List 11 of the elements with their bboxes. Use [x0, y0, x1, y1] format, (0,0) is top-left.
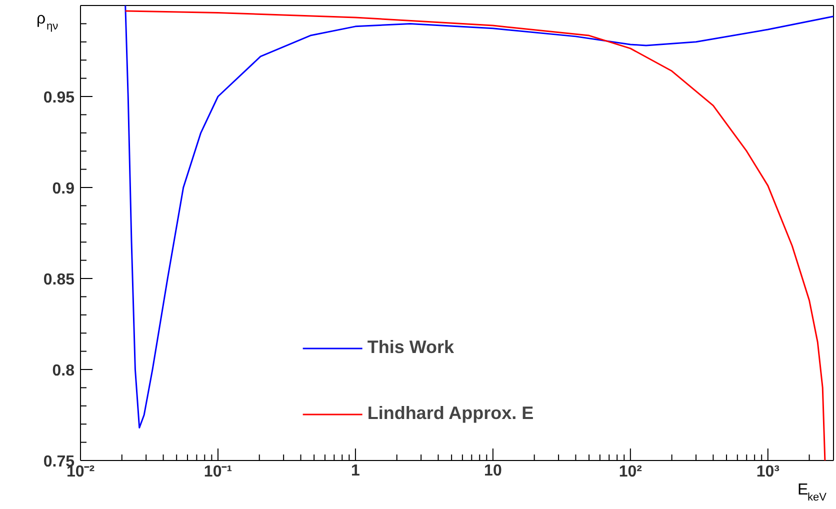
x-tick-label: 10	[484, 462, 502, 480]
y-tick-label: 0.9	[52, 180, 75, 198]
x-tick-label: 10²	[618, 464, 642, 480]
y-tick-label: 0.8	[52, 362, 75, 380]
x-tick-label: 10³	[756, 464, 780, 480]
legend-label: This Work	[367, 337, 454, 358]
y-tick-label: 0.85	[43, 272, 75, 288]
y-tick-label: 0.95	[43, 90, 75, 106]
x-tick-label: 10⁻¹	[204, 464, 232, 480]
x-tick-label: 1	[351, 462, 360, 480]
legend-label: Lindhard Approx. E	[367, 403, 534, 424]
